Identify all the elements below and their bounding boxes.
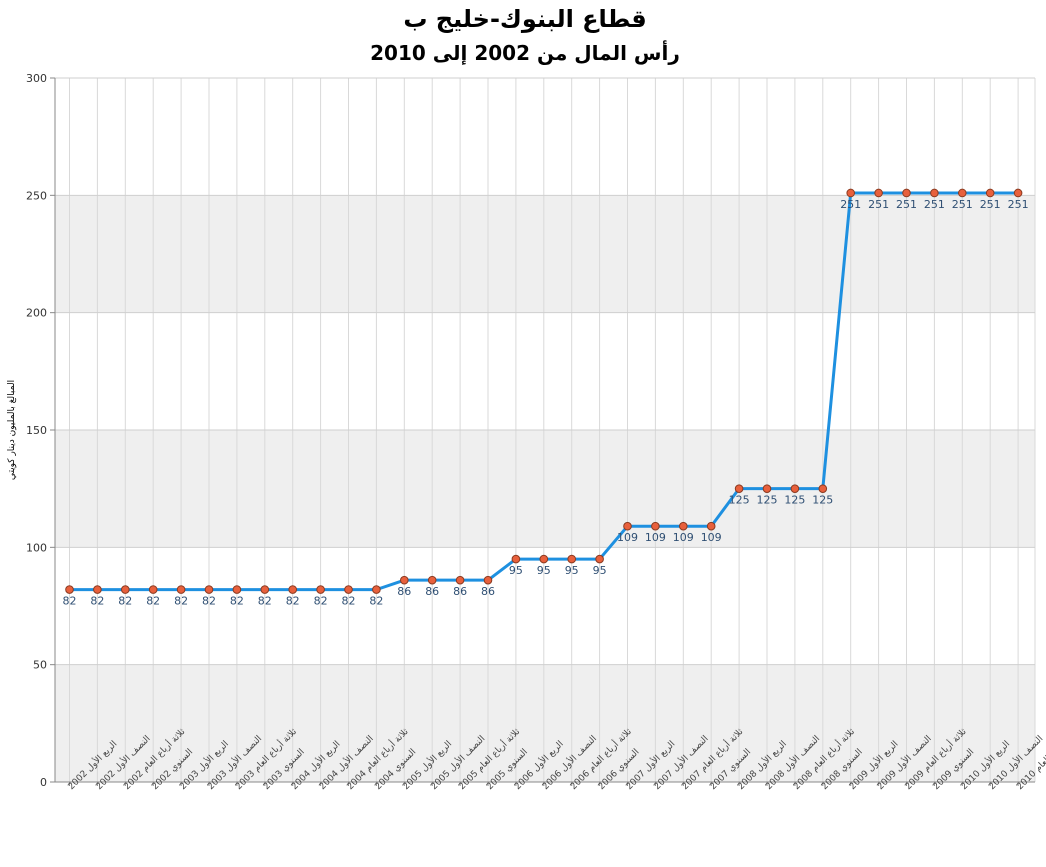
y-tick-label: 200 bbox=[26, 307, 47, 320]
data-point bbox=[706, 521, 716, 531]
data-point bbox=[65, 585, 74, 594]
y-tick-label: 50 bbox=[33, 659, 47, 672]
data-label: 82 bbox=[63, 595, 77, 608]
data-label: 95 bbox=[593, 564, 607, 577]
data-point bbox=[567, 554, 577, 564]
data-label: 109 bbox=[645, 531, 666, 544]
data-label: 125 bbox=[757, 494, 778, 507]
data-label: 251 bbox=[896, 198, 917, 211]
data-label: 82 bbox=[258, 595, 272, 608]
data-label: 251 bbox=[980, 198, 1001, 211]
data-label: 82 bbox=[90, 595, 104, 608]
data-label: 109 bbox=[701, 531, 722, 544]
data-label: 86 bbox=[453, 585, 467, 598]
data-point bbox=[818, 484, 828, 493]
y-tick-label: 0 bbox=[40, 776, 47, 789]
data-point bbox=[595, 554, 604, 564]
y-tick-label: 100 bbox=[26, 541, 47, 554]
data-label: 82 bbox=[314, 595, 328, 608]
data-point bbox=[176, 585, 186, 594]
data-point bbox=[958, 188, 967, 198]
data-labels: 82 82 82 82 82 82 82 82 82 82 82 82 86 86 86 86 95 95 95 95… bbox=[63, 198, 1029, 608]
data-label: 125 bbox=[729, 494, 750, 507]
data-point bbox=[790, 484, 800, 493]
data-point bbox=[148, 585, 158, 594]
data-label: 86 bbox=[481, 585, 495, 598]
data-point bbox=[874, 188, 883, 198]
plot-band bbox=[55, 664, 1035, 782]
chart-title: قطاع البنوك-خليج ب bbox=[403, 5, 646, 33]
data-point bbox=[846, 188, 856, 198]
data-point bbox=[400, 575, 409, 585]
data-label: 109 bbox=[673, 531, 694, 544]
data-label: 251 bbox=[1008, 198, 1029, 211]
data-label: 82 bbox=[369, 595, 383, 608]
data-label: 125 bbox=[784, 494, 805, 507]
data-label: 82 bbox=[202, 595, 216, 608]
data-label: 109 bbox=[617, 531, 638, 544]
data-point bbox=[260, 585, 270, 594]
data-point bbox=[930, 188, 939, 198]
y-tick-label: 150 bbox=[26, 424, 47, 437]
data-point bbox=[344, 585, 353, 594]
data-point bbox=[985, 188, 995, 198]
data-label: 82 bbox=[174, 595, 188, 608]
plot-band bbox=[55, 430, 1035, 548]
gridlines bbox=[55, 77, 1036, 783]
data-label: 82 bbox=[342, 595, 356, 608]
data-label: 251 bbox=[952, 198, 973, 211]
data-label: 95 bbox=[509, 564, 523, 577]
data-label: 82 bbox=[118, 595, 132, 608]
data-label: 82 bbox=[286, 595, 300, 608]
data-point bbox=[232, 585, 242, 594]
data-label: 86 bbox=[425, 585, 439, 598]
data-point bbox=[762, 484, 772, 493]
data-point bbox=[288, 585, 298, 594]
data-point bbox=[316, 585, 325, 594]
data-label: 82 bbox=[230, 595, 244, 608]
y-axis-label: المبالغ بالمليون دينار كويتي bbox=[7, 380, 17, 480]
chart-subtitle: رأس المال من 2002 إلى 2010 bbox=[370, 39, 680, 65]
data-point bbox=[121, 585, 130, 594]
plot-bands bbox=[55, 195, 1035, 782]
data-label: 251 bbox=[868, 198, 889, 211]
data-label: 125 bbox=[812, 494, 833, 507]
data-point bbox=[623, 521, 632, 531]
data-point bbox=[651, 521, 660, 531]
data-point bbox=[902, 188, 911, 198]
data-point bbox=[679, 521, 688, 531]
data-point bbox=[539, 554, 549, 564]
data-label: 95 bbox=[565, 564, 579, 577]
data-label: 95 bbox=[537, 564, 551, 577]
data-point bbox=[372, 585, 381, 594]
data-point bbox=[511, 554, 521, 564]
data-point bbox=[204, 585, 214, 594]
plot-band bbox=[55, 195, 1035, 313]
data-point bbox=[427, 575, 437, 585]
y-tick-label: 250 bbox=[26, 189, 47, 202]
data-point bbox=[93, 585, 102, 594]
y-tick-label: 300 bbox=[26, 72, 47, 85]
data-label: 251 bbox=[924, 198, 945, 211]
data-label: 82 bbox=[146, 595, 160, 608]
data-label: 86 bbox=[397, 585, 411, 598]
data-point bbox=[1013, 188, 1023, 198]
data-label: 251 bbox=[840, 198, 861, 211]
data-point bbox=[483, 575, 493, 585]
series-line-group bbox=[65, 188, 1023, 594]
data-point bbox=[734, 484, 744, 493]
data-point bbox=[455, 575, 465, 585]
